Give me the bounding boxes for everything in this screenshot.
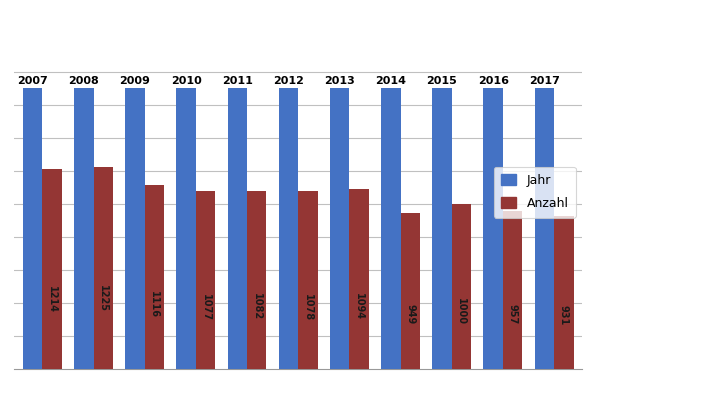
Bar — [452, 204, 471, 369]
Text: 2016: 2016 — [478, 76, 508, 86]
Bar — [247, 191, 266, 369]
Text: 1214: 1214 — [47, 286, 57, 313]
Text: 1078: 1078 — [303, 294, 313, 321]
Text: 949: 949 — [405, 305, 415, 325]
Bar — [381, 88, 400, 369]
Text: 1116: 1116 — [149, 291, 160, 318]
Text: 2009: 2009 — [119, 76, 151, 86]
Bar — [484, 88, 503, 369]
Text: 2007: 2007 — [17, 76, 48, 86]
Bar — [23, 88, 43, 369]
Bar — [298, 191, 317, 369]
Text: 2017: 2017 — [529, 76, 559, 86]
Bar — [94, 167, 113, 369]
Bar — [432, 88, 452, 369]
Text: 2013: 2013 — [324, 76, 355, 86]
Bar — [535, 88, 554, 369]
Text: 2014: 2014 — [376, 76, 406, 86]
Bar — [176, 88, 196, 369]
Bar — [503, 211, 523, 369]
Bar — [349, 189, 368, 369]
Text: 2012: 2012 — [273, 76, 304, 86]
Bar — [145, 185, 164, 369]
Text: 1225: 1225 — [98, 285, 108, 312]
Text: 2015: 2015 — [427, 76, 457, 86]
Text: 957: 957 — [508, 304, 518, 324]
Text: 2008: 2008 — [68, 76, 99, 86]
Bar — [228, 88, 247, 369]
Text: 1094: 1094 — [354, 293, 364, 320]
Text: 2010: 2010 — [171, 76, 202, 86]
Legend: Jahr, Anzahl: Jahr, Anzahl — [494, 167, 576, 218]
Text: 1077: 1077 — [201, 294, 211, 321]
Text: 931: 931 — [559, 305, 569, 326]
Bar — [74, 88, 94, 369]
Bar — [196, 191, 215, 369]
Bar — [279, 88, 298, 369]
Text: 1082: 1082 — [252, 293, 262, 320]
Bar — [43, 169, 62, 369]
Bar — [554, 216, 574, 369]
Text: 1000: 1000 — [457, 298, 466, 325]
Bar — [330, 88, 349, 369]
Bar — [400, 213, 420, 369]
Bar — [125, 88, 145, 369]
Text: 2011: 2011 — [222, 76, 253, 86]
